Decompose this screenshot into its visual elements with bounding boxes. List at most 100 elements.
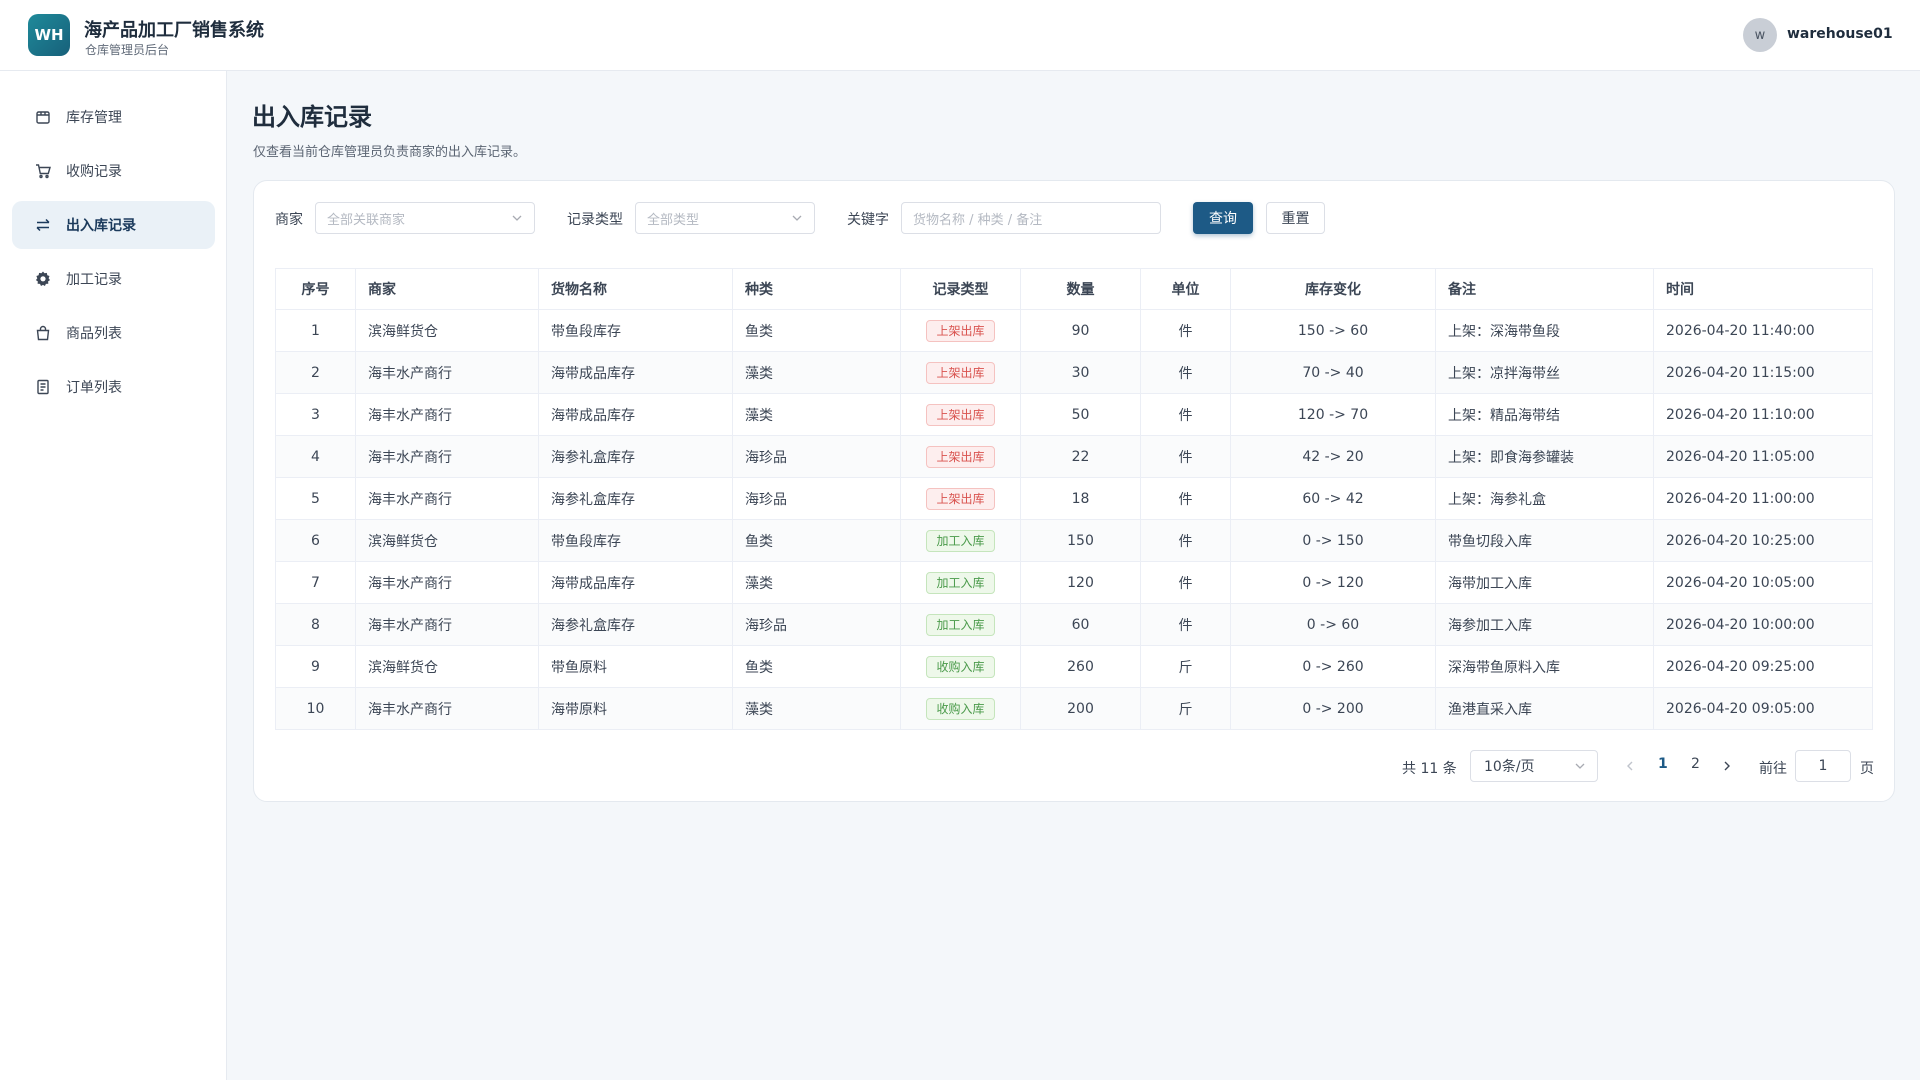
goods-cell: 带鱼原料 xyxy=(538,645,733,688)
unit-cell: 件 xyxy=(1140,561,1231,604)
column-header: 商家 xyxy=(355,268,539,310)
records-table: 序号 商家 货物名称 种类 记录类型 数量 单位 库存变化 备注 时间 1 滨海鲜… xyxy=(275,268,1873,730)
search-button[interactable]: 查询 xyxy=(1193,202,1253,234)
note-cell: 上架：海参礼盒 xyxy=(1435,477,1654,520)
goods-cell: 海参礼盒库存 xyxy=(538,603,733,646)
no-cell: 7 xyxy=(275,561,356,604)
page-number[interactable]: 2 xyxy=(1691,756,1700,772)
category-cell: 海珍品 xyxy=(732,603,901,646)
time-cell: 2026-04-20 11:40:00 xyxy=(1653,309,1873,352)
page-number-current[interactable]: 1 xyxy=(1658,756,1668,772)
qty-cell: 50 xyxy=(1020,393,1141,436)
merchant-cell: 滨海鲜货仓 xyxy=(355,309,539,352)
table-row[interactable]: 7 海丰水产商行 海带成品库存 藻类 加工入库 120 件 0 -> 120 海带加工入库 202… xyxy=(275,561,1873,604)
sidebar-item-inventory[interactable]: 库存管理 xyxy=(12,93,215,141)
gear-icon xyxy=(34,270,52,288)
change-cell: 0 -> 60 xyxy=(1230,603,1436,646)
category-cell: 鱼类 xyxy=(732,645,901,688)
app-logo: WH xyxy=(28,14,70,56)
record-type-select[interactable]: 全部类型 xyxy=(635,202,815,234)
cart-icon xyxy=(34,162,52,180)
sidebar-item-label: 收购记录 xyxy=(66,164,122,180)
table-row[interactable]: 8 海丰水产商行 海参礼盒库存 海珍品 加工入库 60 件 0 -> 60 海参加工入库 2026… xyxy=(275,603,1873,646)
merchant-cell: 海丰水产商行 xyxy=(355,561,539,604)
record-type-placeholder: 全部类型 xyxy=(647,212,700,228)
goods-cell: 海带原料 xyxy=(538,687,733,730)
user-name[interactable]: warehouse01 xyxy=(1787,26,1893,42)
sidebar-item-products[interactable]: 商品列表 xyxy=(12,309,215,357)
record-type-tag: 加工入库 xyxy=(926,571,995,594)
page-size-select[interactable]: 10条/页 xyxy=(1470,750,1598,782)
goods-cell: 海参礼盒库存 xyxy=(538,477,733,520)
time-cell: 2026-04-20 11:15:00 xyxy=(1653,351,1873,394)
next-page-icon[interactable] xyxy=(1720,757,1734,775)
table-row[interactable]: 6 滨海鲜货仓 带鱼段库存 鱼类 加工入库 150 件 0 -> 150 带鱼切段入库 2026-… xyxy=(275,519,1873,562)
table-row[interactable]: 9 滨海鲜货仓 带鱼原料 鱼类 收购入库 260 斤 0 -> 260 深海带鱼原料入库 2026… xyxy=(275,645,1873,688)
note-cell: 带鱼切段入库 xyxy=(1435,519,1654,562)
unit-cell: 斤 xyxy=(1140,687,1231,730)
record-type-tag: 收购入库 xyxy=(926,697,995,720)
sidebar-item-processing[interactable]: 加工记录 xyxy=(12,255,215,303)
change-cell: 0 -> 260 xyxy=(1230,645,1436,688)
goods-cell: 带鱼段库存 xyxy=(538,309,733,352)
table-row[interactable]: 3 海丰水产商行 海带成品库存 藻类 上架出库 50 件 120 -> 70 上架：精品海带结 2… xyxy=(275,393,1873,436)
change-cell: 70 -> 40 xyxy=(1230,351,1436,394)
column-header: 记录类型 xyxy=(900,268,1021,310)
table-row[interactable]: 4 海丰水产商行 海参礼盒库存 海珍品 上架出库 22 件 42 -> 20 上架：即食海参罐装… xyxy=(275,435,1873,478)
qty-cell: 150 xyxy=(1020,519,1141,562)
unit-cell: 件 xyxy=(1140,435,1231,478)
goto-label: 前往 xyxy=(1759,761,1787,777)
note-cell: 上架：即食海参罐装 xyxy=(1435,435,1654,478)
prev-page-icon[interactable] xyxy=(1623,757,1637,775)
record-type-tag: 收购入库 xyxy=(926,655,995,678)
table-row[interactable]: 5 海丰水产商行 海参礼盒库存 海珍品 上架出库 18 件 60 -> 42 上架：海参礼盒 20… xyxy=(275,477,1873,520)
goods-cell: 海带成品库存 xyxy=(538,393,733,436)
table-row[interactable]: 2 海丰水产商行 海带成品库存 藻类 上架出库 30 件 70 -> 40 上架：凉拌海带丝 20… xyxy=(275,351,1873,394)
no-cell: 8 xyxy=(275,603,356,646)
column-header: 备注 xyxy=(1435,268,1654,310)
goto-page-input[interactable] xyxy=(1795,750,1851,782)
sidebar-item-purchase[interactable]: 收购记录 xyxy=(12,147,215,195)
merchant-cell: 海丰水产商行 xyxy=(355,435,539,478)
time-cell: 2026-04-20 09:05:00 xyxy=(1653,687,1873,730)
qty-cell: 260 xyxy=(1020,645,1141,688)
category-cell: 藻类 xyxy=(732,561,901,604)
sidebar-item-orders[interactable]: 订单列表 xyxy=(12,363,215,411)
change-cell: 0 -> 200 xyxy=(1230,687,1436,730)
column-header: 数量 xyxy=(1020,268,1141,310)
merchant-cell: 滨海鲜货仓 xyxy=(355,645,539,688)
table-row[interactable]: 1 滨海鲜货仓 带鱼段库存 鱼类 上架出库 90 件 150 -> 60 上架：深海带鱼段 202… xyxy=(275,309,1873,352)
record-type-tag: 上架出库 xyxy=(926,403,995,426)
reset-button[interactable]: 重置 xyxy=(1266,202,1325,234)
unit-cell: 件 xyxy=(1140,477,1231,520)
record-type-tag: 上架出库 xyxy=(926,319,995,342)
sidebar: 库存管理 收购记录 出入库记录 加工记录 商品列表 订单列表 xyxy=(0,71,227,1080)
column-header: 单位 xyxy=(1140,268,1231,310)
note-cell: 渔港直采入库 xyxy=(1435,687,1654,730)
merchant-select[interactable]: 全部关联商家 xyxy=(315,202,535,234)
unit-cell: 件 xyxy=(1140,309,1231,352)
unit-cell: 件 xyxy=(1140,519,1231,562)
goods-cell: 海带成品库存 xyxy=(538,351,733,394)
qty-cell: 60 xyxy=(1020,603,1141,646)
category-cell: 海珍品 xyxy=(732,477,901,520)
goods-cell: 海带成品库存 xyxy=(538,561,733,604)
no-cell: 9 xyxy=(275,645,356,688)
table-row[interactable]: 10 海丰水产商行 海带原料 藻类 收购入库 200 斤 0 -> 200 渔港直采入库 2026… xyxy=(275,687,1873,730)
keyword-input-placeholder: 货物名称 / 种类 / 备注 xyxy=(913,212,1043,228)
keyword-input[interactable]: 货物名称 / 种类 / 备注 xyxy=(901,202,1161,234)
time-cell: 2026-04-20 10:05:00 xyxy=(1653,561,1873,604)
sidebar-item-stock-records[interactable]: 出入库记录 xyxy=(12,201,215,249)
no-cell: 10 xyxy=(275,687,356,730)
sidebar-item-label: 订单列表 xyxy=(66,380,122,396)
note-cell: 深海带鱼原料入库 xyxy=(1435,645,1654,688)
time-cell: 2026-04-20 11:10:00 xyxy=(1653,393,1873,436)
merchant-cell: 海丰水产商行 xyxy=(355,687,539,730)
record-type-cell: 上架出库 xyxy=(900,435,1021,478)
qty-cell: 90 xyxy=(1020,309,1141,352)
avatar[interactable]: w xyxy=(1743,18,1777,52)
app-title: 海产品加工厂销售系统 xyxy=(84,20,264,41)
sidebar-item-label: 库存管理 xyxy=(66,110,122,126)
category-cell: 海珍品 xyxy=(732,435,901,478)
record-type-cell: 上架出库 xyxy=(900,351,1021,394)
